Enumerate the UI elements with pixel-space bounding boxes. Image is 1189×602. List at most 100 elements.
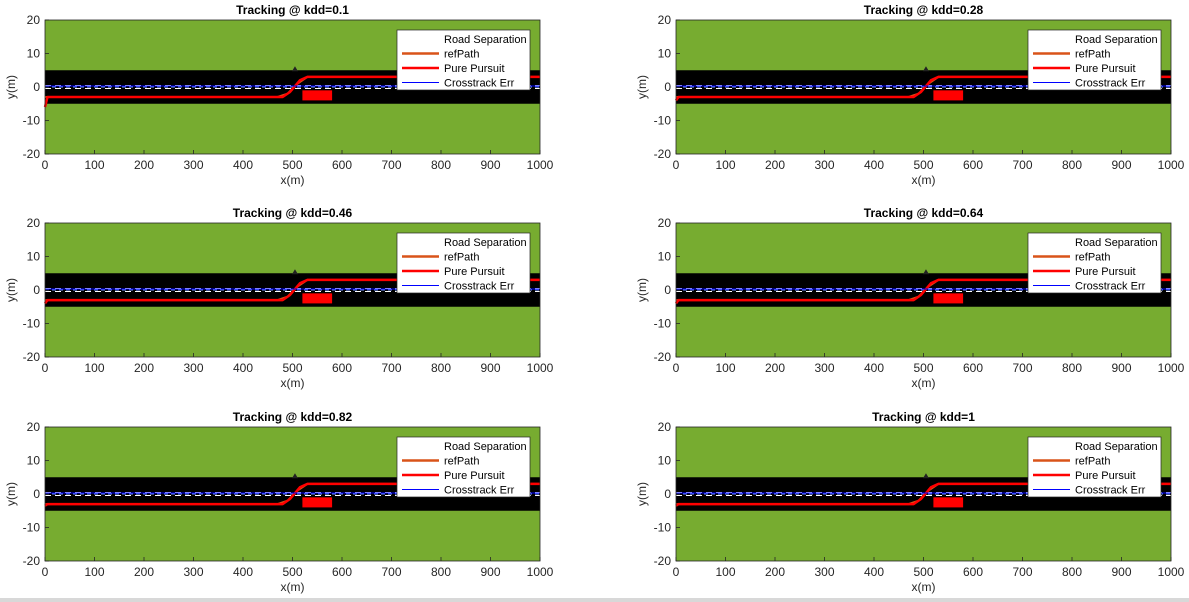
x-tick-label: 1000 <box>1158 565 1185 579</box>
y-tick-label: -20 <box>23 147 41 161</box>
x-tick-label: 200 <box>134 565 154 579</box>
y-tick-label: 0 <box>664 80 671 94</box>
y-tick-label: -20 <box>654 554 672 568</box>
x-tick-label: 500 <box>913 565 933 579</box>
subplot-2: 0 100 200 300 400 500 600 700 800 900 1000 -20 -10 0 1… <box>635 3 1185 187</box>
x-tick-label: 800 <box>431 158 451 172</box>
x-tick-label: 700 <box>1012 158 1032 172</box>
subplot-4: 0 100 200 300 400 500 600 700 800 900 1000 -20 -10 0 1… <box>635 206 1185 390</box>
legend-entry: Road Separation <box>1075 34 1158 46</box>
legend: Road Separation refPath Pure Pursuit Crosst… <box>1027 436 1162 498</box>
x-tick-label: 900 <box>1111 158 1131 172</box>
legend-entry: refPath <box>1075 49 1110 61</box>
legend-entry: Road Separation <box>1075 441 1158 453</box>
x-tick-label: 100 <box>84 565 104 579</box>
y-tick-label: -10 <box>654 317 672 331</box>
x-tick-label: 300 <box>814 361 834 375</box>
x-tick-label: 200 <box>134 361 154 375</box>
legend-entry: Pure Pursuit <box>444 266 505 278</box>
x-tick-label: 200 <box>765 158 785 172</box>
y-tick-label: 20 <box>27 420 41 434</box>
legend-box <box>396 232 531 294</box>
legend-entry: Road Separation <box>1075 237 1158 249</box>
y-tick-label: -20 <box>654 147 672 161</box>
x-tick-label: 100 <box>715 158 735 172</box>
x-axis-label: x(m) <box>912 580 936 594</box>
vehicle-marker <box>922 269 929 275</box>
x-tick-label: 0 <box>673 361 680 375</box>
y-axis-label: y(m) <box>4 482 18 506</box>
x-axis-label: x(m) <box>281 580 305 594</box>
x-tick-label: 800 <box>431 361 451 375</box>
y-axis-label: y(m) <box>635 278 649 302</box>
x-axis-label: x(m) <box>912 376 936 390</box>
legend-entry: refPath <box>1075 456 1110 468</box>
y-tick-label: -20 <box>654 350 672 364</box>
x-tick-label: 500 <box>282 158 302 172</box>
x-axis-label: x(m) <box>912 173 936 187</box>
x-tick-label: 900 <box>480 361 500 375</box>
x-tick-label: 200 <box>765 361 785 375</box>
obstacle-vehicle <box>302 293 333 304</box>
legend-entry: Pure Pursuit <box>1075 266 1136 278</box>
x-tick-label: 700 <box>381 158 401 172</box>
legend-entry: Pure Pursuit <box>444 63 505 75</box>
legend-entry: Crosstrack Err <box>444 281 515 293</box>
legend-entry: Road Separation <box>444 441 527 453</box>
x-tick-label: 0 <box>673 565 680 579</box>
vehicle-marker <box>291 66 298 72</box>
x-tick-label: 1000 <box>1158 158 1185 172</box>
legend-box <box>396 436 531 498</box>
legend-entry: Crosstrack Err <box>1075 281 1146 293</box>
y-tick-label: -20 <box>23 554 41 568</box>
chart-title: Tracking @ kdd=0.64 <box>864 206 984 220</box>
legend-entry: Pure Pursuit <box>1075 63 1136 75</box>
x-tick-label: 0 <box>42 565 49 579</box>
legend-entry: Crosstrack Err <box>444 78 515 90</box>
x-tick-label: 200 <box>134 158 154 172</box>
chart-title: Tracking @ kdd=0.82 <box>233 410 353 424</box>
x-tick-label: 500 <box>282 361 302 375</box>
y-tick-label: 10 <box>27 250 41 264</box>
x-tick-label: 600 <box>332 361 352 375</box>
x-tick-label: 100 <box>84 361 104 375</box>
x-tick-label: 600 <box>332 158 352 172</box>
x-tick-label: 0 <box>42 158 49 172</box>
x-tick-label: 300 <box>814 565 834 579</box>
x-tick-label: 100 <box>715 361 735 375</box>
y-tick-label: -10 <box>23 521 41 535</box>
y-tick-label: 10 <box>658 250 672 264</box>
x-tick-label: 500 <box>913 158 933 172</box>
legend-entry: refPath <box>1075 252 1110 264</box>
legend-entry: Pure Pursuit <box>444 470 505 482</box>
y-tick-label: 20 <box>658 216 672 230</box>
series-pure-pursuit <box>44 278 540 305</box>
x-tick-label: 300 <box>814 158 834 172</box>
window-bottom-edge <box>0 598 1189 602</box>
series-pure-pursuit <box>44 482 540 507</box>
x-tick-label: 900 <box>480 158 500 172</box>
y-tick-label: -10 <box>23 317 41 331</box>
x-tick-label: 900 <box>480 565 500 579</box>
x-tick-label: 700 <box>381 565 401 579</box>
legend-entry: refPath <box>444 49 479 61</box>
legend: Road Separation refPath Pure Pursuit Crosst… <box>396 232 531 294</box>
legend-entry: Crosstrack Err <box>1075 78 1146 90</box>
x-tick-label: 100 <box>84 158 104 172</box>
y-tick-label: 10 <box>658 47 672 61</box>
y-tick-label: 10 <box>27 454 41 468</box>
obstacle-vehicle <box>933 90 964 101</box>
vehicle-marker <box>922 473 929 479</box>
legend-box <box>1027 29 1162 91</box>
y-tick-label: -10 <box>654 114 672 128</box>
series-pure-pursuit <box>675 278 1171 305</box>
x-tick-label: 600 <box>963 361 983 375</box>
x-tick-label: 300 <box>183 361 203 375</box>
legend: Road Separation refPath Pure Pursuit Crosst… <box>396 29 531 91</box>
x-tick-label: 400 <box>864 565 884 579</box>
series-pure-pursuit <box>675 482 1171 507</box>
legend-entry: Crosstrack Err <box>1075 485 1146 497</box>
x-tick-label: 800 <box>1062 158 1082 172</box>
legend-box <box>1027 232 1162 294</box>
